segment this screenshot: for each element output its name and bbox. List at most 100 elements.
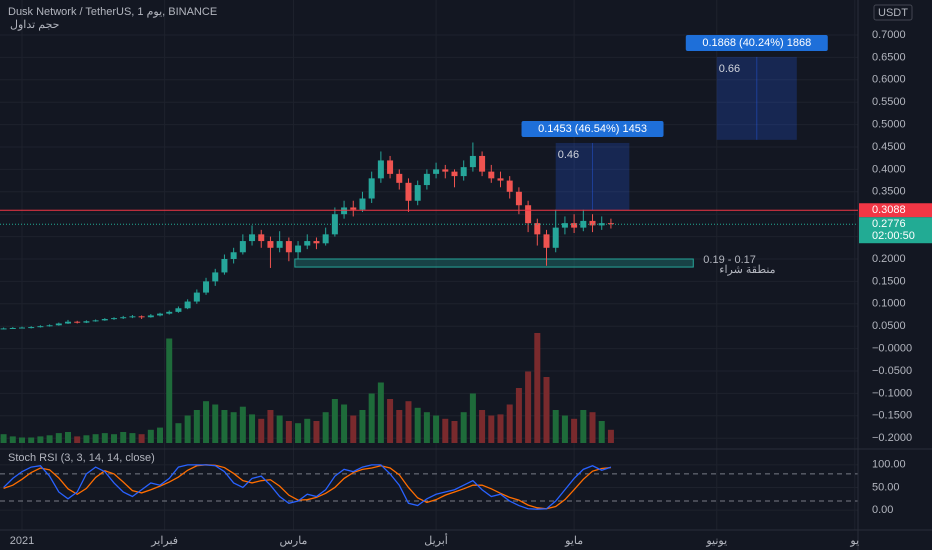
candle-body bbox=[276, 241, 283, 248]
candle-body bbox=[561, 223, 568, 228]
volume-bar bbox=[221, 410, 228, 443]
volume-bar bbox=[580, 410, 587, 443]
candle-body bbox=[120, 317, 127, 319]
candle-body bbox=[0, 328, 7, 330]
volume-bar bbox=[396, 410, 403, 443]
y-tick-label: 0.7000 bbox=[872, 29, 906, 41]
volume-bar bbox=[129, 433, 136, 443]
volume-bar bbox=[561, 415, 568, 443]
candle-body bbox=[469, 155, 476, 168]
candle-body bbox=[543, 234, 550, 248]
candle-body bbox=[230, 252, 237, 259]
candle-body bbox=[74, 321, 81, 323]
candle-body bbox=[525, 205, 532, 224]
candle-body bbox=[304, 241, 311, 246]
x-tick-label: مايو bbox=[564, 535, 583, 547]
candle-body bbox=[28, 327, 35, 329]
measure-box bbox=[555, 142, 630, 211]
measure-box bbox=[716, 56, 797, 140]
volume-bar bbox=[120, 432, 127, 443]
volume-bar bbox=[414, 407, 421, 443]
volume-bar bbox=[377, 382, 384, 443]
currency-box[interactable] bbox=[873, 4, 913, 21]
last-price-label: 0.2776 bbox=[872, 218, 906, 230]
candle-body bbox=[331, 214, 338, 235]
candle-body bbox=[285, 241, 292, 253]
volume-bar bbox=[469, 393, 476, 443]
volume-bar bbox=[101, 433, 108, 443]
stoch-tick-label: 100.00 bbox=[872, 459, 906, 471]
y-tick-label: 0.6500 bbox=[872, 51, 906, 63]
measure-target: 0.46 bbox=[558, 149, 579, 161]
candle-body bbox=[239, 241, 246, 253]
volume-bar bbox=[341, 404, 348, 443]
currency-label[interactable]: USDT bbox=[878, 7, 908, 19]
volume-bar bbox=[322, 412, 329, 443]
volume-bar bbox=[506, 404, 513, 443]
candle-body bbox=[129, 316, 136, 318]
candle-body bbox=[111, 318, 118, 320]
y-tick-label: 0.5500 bbox=[872, 96, 906, 108]
volume-bar bbox=[184, 415, 191, 443]
candle-body bbox=[138, 316, 145, 318]
volume-bar bbox=[543, 377, 550, 443]
volume-title: حجم تداول bbox=[10, 19, 59, 31]
candle-body bbox=[295, 245, 302, 253]
y-tick-label: 0.4000 bbox=[872, 163, 906, 175]
candle-body bbox=[193, 292, 200, 302]
candle-body bbox=[589, 220, 596, 226]
volume-bar bbox=[534, 333, 541, 443]
volume-bar bbox=[111, 434, 118, 443]
volume-bar bbox=[442, 418, 449, 443]
volume-bar bbox=[157, 427, 164, 443]
candle-body bbox=[405, 182, 412, 201]
volume-bar bbox=[249, 414, 256, 443]
candle-body bbox=[598, 223, 605, 226]
overlay: 0.7000 0.6500 0.6000 0.5500 0.5000 0.4500 0.40… bbox=[0, 29, 932, 547]
volume-bar bbox=[525, 371, 532, 443]
measure-label-box bbox=[685, 34, 828, 51]
candle-body bbox=[396, 173, 403, 183]
volume-bar bbox=[488, 415, 495, 443]
volume-bar bbox=[147, 429, 154, 443]
buy-zone bbox=[294, 258, 694, 268]
volume-bar bbox=[28, 437, 35, 443]
volume-bar bbox=[166, 338, 173, 443]
candle-body bbox=[423, 173, 430, 186]
x-tick-label: أبريل bbox=[424, 533, 448, 547]
volume-bar bbox=[405, 401, 412, 443]
volume-bar bbox=[313, 421, 320, 443]
volume-bar bbox=[230, 412, 237, 443]
volume-bar bbox=[212, 404, 219, 443]
candle-body bbox=[571, 223, 578, 228]
candle-body bbox=[341, 207, 348, 215]
volume-bar bbox=[552, 410, 559, 443]
measure-label-box bbox=[521, 120, 664, 137]
stoch-tick-label: 0.00 bbox=[872, 504, 893, 516]
volume-bar bbox=[9, 436, 16, 443]
volume-bar bbox=[368, 393, 375, 443]
candle-body bbox=[267, 241, 274, 248]
candle-body bbox=[414, 185, 421, 201]
y-tick-label: 0.4500 bbox=[872, 141, 906, 153]
volume-bar bbox=[497, 414, 504, 443]
candle-body bbox=[313, 241, 320, 244]
candle-body bbox=[175, 308, 182, 312]
candle-body bbox=[46, 325, 53, 327]
volume-bar bbox=[55, 433, 62, 443]
volume-bar bbox=[203, 401, 210, 443]
countdown: 02:00:50 bbox=[872, 230, 915, 242]
volume-bar bbox=[479, 410, 486, 443]
volume-bar bbox=[589, 412, 596, 443]
stoch-d-line bbox=[3, 464, 611, 510]
volume-bar bbox=[239, 406, 246, 443]
y-tick-label: 0.2000 bbox=[872, 253, 906, 265]
y-tick-label: 0.5000 bbox=[872, 118, 906, 130]
plot bbox=[0, 56, 797, 510]
x-tick-label: مارس bbox=[279, 535, 307, 547]
candle-body bbox=[607, 223, 614, 225]
price-tag-label: 0.3088 bbox=[872, 204, 906, 216]
candle-body bbox=[65, 321, 72, 324]
